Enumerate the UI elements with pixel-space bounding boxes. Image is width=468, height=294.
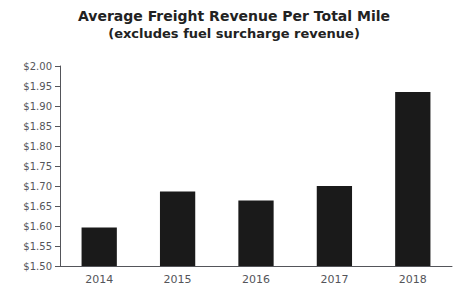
svg-text:(excludes fuel surcharge reven: (excludes fuel surcharge revenue) <box>108 26 360 41</box>
svg-text:2015: 2015 <box>164 273 192 286</box>
svg-text:$1.50: $1.50 <box>23 261 52 272</box>
svg-text:$1.80: $1.80 <box>23 141 52 152</box>
svg-text:$1.60: $1.60 <box>23 221 52 232</box>
svg-text:$1.75: $1.75 <box>23 161 52 172</box>
svg-text:$1.85: $1.85 <box>23 121 52 132</box>
svg-text:$2.00: $2.00 <box>23 61 52 72</box>
svg-text:2018: 2018 <box>399 273 427 286</box>
svg-text:Average Freight Revenue Per To: Average Freight Revenue Per Total Mile <box>78 8 390 24</box>
svg-text:$1.70: $1.70 <box>23 181 52 192</box>
svg-text:2014: 2014 <box>85 273 113 286</box>
svg-text:$1.55: $1.55 <box>23 241 52 252</box>
svg-text:$1.95: $1.95 <box>23 81 52 92</box>
svg-text:$1.65: $1.65 <box>23 201 52 212</box>
svg-text:2017: 2017 <box>320 273 348 286</box>
svg-text:2016: 2016 <box>242 273 270 286</box>
svg-text:$1.90: $1.90 <box>23 101 52 112</box>
